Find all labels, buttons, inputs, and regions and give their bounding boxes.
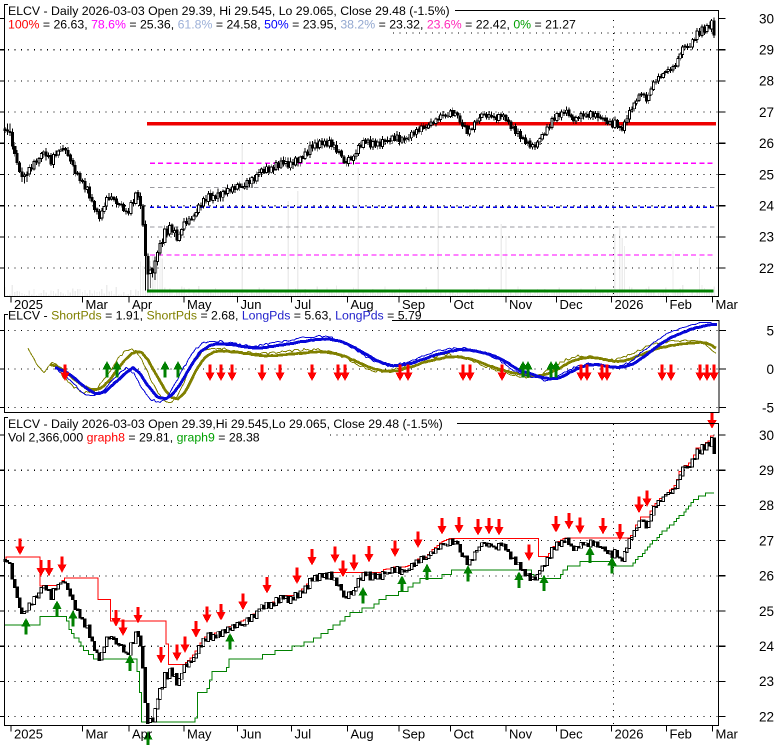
svg-text:Mar: Mar: [716, 297, 739, 312]
svg-text:Apr: Apr: [132, 297, 153, 312]
svg-text:2025: 2025: [14, 297, 43, 312]
svg-text:ELCV - ShortPds = 1.91, ShortP: ELCV - ShortPds = 1.91, ShortPds = 2.68,…: [8, 309, 422, 323]
svg-text:29: 29: [759, 43, 774, 58]
svg-text:Sep: Sep: [402, 727, 425, 742]
svg-text:Oct: Oct: [454, 297, 475, 312]
svg-text:23: 23: [759, 674, 774, 689]
svg-text:Mar: Mar: [86, 297, 109, 312]
svg-text:0: 0: [766, 362, 774, 377]
svg-text:Mar: Mar: [86, 727, 109, 742]
svg-text:Dec: Dec: [560, 297, 584, 312]
svg-text:Feb: Feb: [670, 297, 692, 312]
svg-text:ELCV - Daily 2026-03-03 Open 2: ELCV - Daily 2026-03-03 Open 29.39, Hi 2…: [8, 4, 450, 18]
svg-text:26: 26: [759, 136, 774, 151]
svg-text:Oct: Oct: [454, 727, 475, 742]
svg-text:Dec: Dec: [560, 727, 584, 742]
svg-text:Feb: Feb: [670, 727, 692, 742]
svg-text:2025: 2025: [14, 727, 43, 742]
svg-text:Jul: Jul: [295, 297, 312, 312]
svg-text:100% = 26.63, 78.6% = 25.36, 6: 100% = 26.63, 78.6% = 25.36, 61.8% = 24.…: [8, 18, 576, 32]
svg-text:Aug: Aug: [351, 297, 374, 312]
svg-text:5: 5: [766, 323, 774, 338]
svg-text:Sep: Sep: [402, 297, 425, 312]
svg-text:28: 28: [759, 74, 774, 89]
svg-text:23: 23: [759, 230, 774, 245]
svg-text:27: 27: [759, 533, 774, 548]
svg-text:29: 29: [759, 463, 774, 478]
svg-text:30: 30: [759, 11, 774, 26]
svg-text:Jul: Jul: [295, 727, 312, 742]
svg-text:Vol 2,366,000 graph8 = 29.81,: Vol 2,366,000 graph8 = 29.81, graph9 = 2…: [8, 431, 260, 445]
svg-text:27: 27: [759, 105, 774, 120]
svg-text:22: 22: [759, 709, 774, 724]
svg-text:Mar: Mar: [716, 727, 739, 742]
svg-text:25: 25: [759, 604, 774, 619]
svg-text:Aug: Aug: [351, 727, 374, 742]
svg-text:24: 24: [759, 199, 775, 214]
svg-text:Nov: Nov: [509, 297, 533, 312]
svg-text:26: 26: [759, 569, 774, 584]
svg-text:22: 22: [759, 261, 774, 276]
svg-text:May: May: [187, 727, 212, 742]
svg-text:28: 28: [759, 498, 774, 513]
svg-text:ELCV - Daily 2026-03-03 Open 2: ELCV - Daily 2026-03-03 Open 29.39,Hi 29…: [8, 417, 443, 431]
svg-text:-5: -5: [762, 400, 774, 415]
svg-text:Nov: Nov: [509, 727, 533, 742]
svg-text:30: 30: [759, 428, 774, 443]
svg-text:2026: 2026: [615, 297, 644, 312]
svg-text:May: May: [187, 297, 212, 312]
svg-text:Jun: Jun: [241, 727, 262, 742]
svg-text:Apr: Apr: [132, 727, 153, 742]
svg-text:Jun: Jun: [241, 297, 262, 312]
svg-text:2026: 2026: [615, 727, 644, 742]
svg-text:25: 25: [759, 167, 774, 182]
svg-text:24: 24: [759, 639, 775, 654]
